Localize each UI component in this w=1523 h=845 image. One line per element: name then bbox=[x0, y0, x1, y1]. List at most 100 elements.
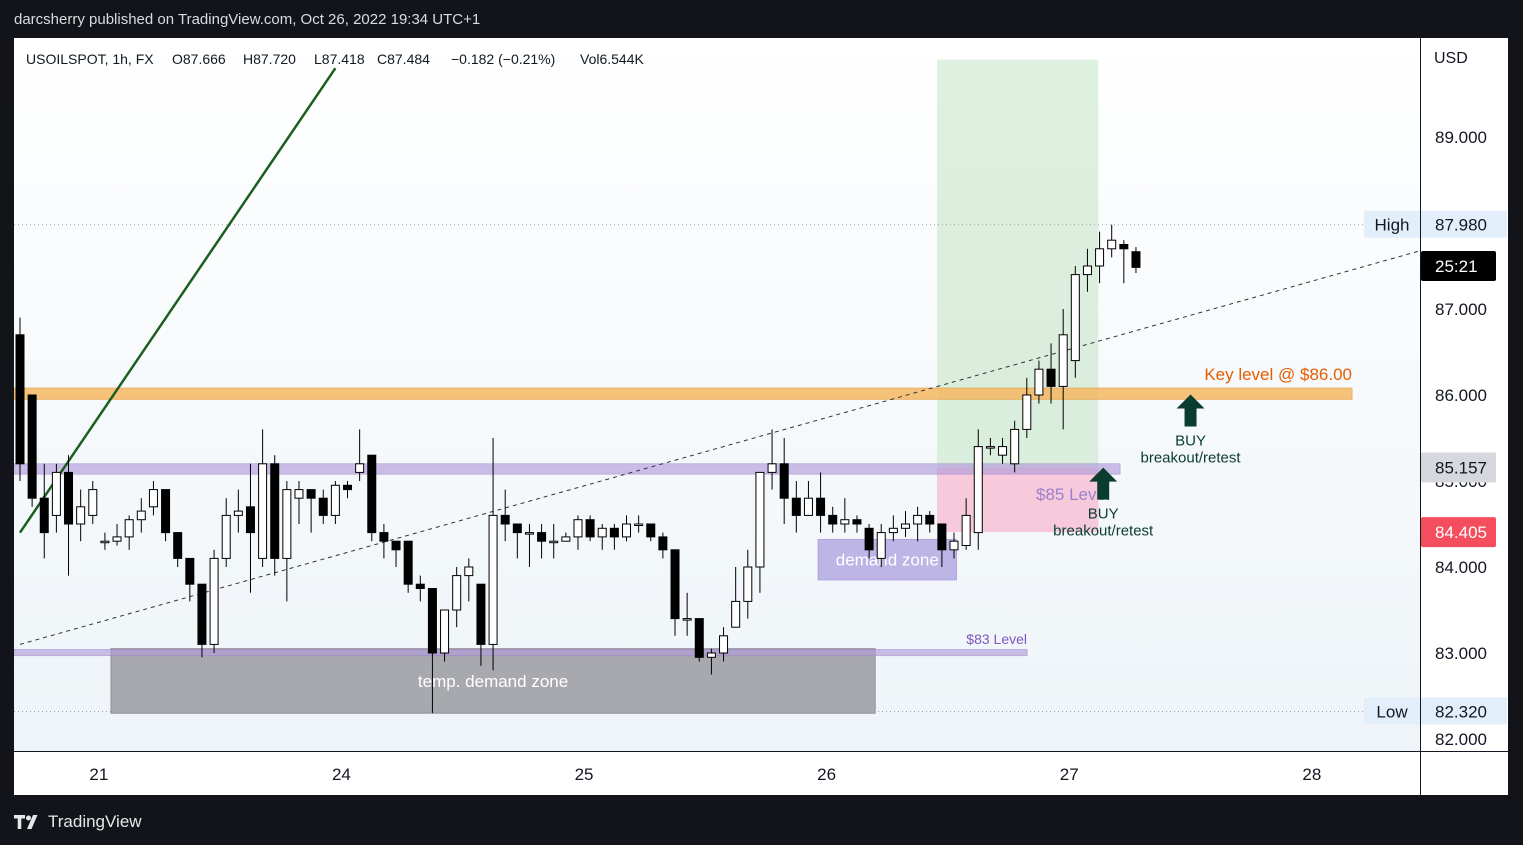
candle[interactable] bbox=[985, 446, 995, 449]
buy-arrow-icon[interactable] bbox=[1089, 467, 1118, 500]
candle[interactable] bbox=[658, 536, 668, 551]
candle[interactable] bbox=[828, 514, 838, 525]
chart-frame[interactable]: temp. demand zone demand zone Key level @ … bbox=[14, 38, 1508, 795]
candle[interactable] bbox=[330, 484, 340, 516]
candle[interactable] bbox=[197, 583, 207, 645]
candle[interactable] bbox=[367, 454, 377, 534]
candle[interactable] bbox=[294, 489, 304, 499]
candle[interactable] bbox=[694, 618, 704, 658]
candle[interactable] bbox=[634, 523, 644, 526]
candle[interactable] bbox=[743, 566, 753, 602]
candle[interactable] bbox=[1022, 394, 1032, 430]
candle[interactable] bbox=[561, 536, 571, 542]
candle[interactable] bbox=[719, 635, 729, 654]
candle[interactable] bbox=[136, 510, 146, 521]
candle[interactable] bbox=[549, 540, 559, 544]
candle[interactable] bbox=[282, 489, 292, 559]
candle[interactable] bbox=[1070, 274, 1080, 362]
candle[interactable] bbox=[112, 536, 122, 542]
candle[interactable] bbox=[1046, 368, 1056, 387]
candle[interactable] bbox=[949, 540, 959, 551]
candle[interactable] bbox=[343, 484, 353, 491]
candle[interactable] bbox=[488, 514, 498, 645]
candle[interactable] bbox=[15, 334, 25, 465]
candle[interactable] bbox=[876, 532, 886, 559]
candle[interactable] bbox=[816, 497, 826, 516]
candle[interactable] bbox=[888, 527, 898, 534]
candle[interactable] bbox=[306, 489, 316, 499]
candle[interactable] bbox=[573, 519, 583, 538]
candle[interactable] bbox=[124, 519, 134, 538]
candle[interactable] bbox=[245, 506, 255, 534]
price-tag-stop[interactable] bbox=[1421, 517, 1496, 548]
price-chart[interactable]: temp. demand zone demand zone Key level @ … bbox=[14, 38, 1508, 795]
candle[interactable] bbox=[646, 523, 656, 538]
level-83[interactable] bbox=[14, 649, 1028, 657]
candle[interactable] bbox=[1034, 368, 1044, 396]
candle[interactable] bbox=[500, 514, 510, 525]
candle[interactable] bbox=[961, 514, 971, 546]
candle[interactable] bbox=[767, 463, 777, 473]
candle[interactable] bbox=[900, 523, 910, 529]
level-85[interactable] bbox=[14, 463, 1121, 475]
candle[interactable] bbox=[937, 523, 947, 551]
candle[interactable] bbox=[258, 463, 268, 559]
candle[interactable] bbox=[585, 519, 595, 538]
candle[interactable] bbox=[233, 510, 243, 516]
candle[interactable] bbox=[161, 489, 171, 534]
candle[interactable] bbox=[148, 489, 158, 508]
candle[interactable] bbox=[415, 583, 425, 590]
candle[interactable] bbox=[64, 471, 74, 525]
candle[interactable] bbox=[403, 540, 413, 585]
candle[interactable] bbox=[925, 514, 935, 525]
candle[interactable] bbox=[379, 532, 389, 542]
demand-zone[interactable] bbox=[817, 538, 957, 581]
price-axis[interactable] bbox=[1421, 38, 1508, 751]
candle[interactable] bbox=[355, 463, 365, 473]
key-level-86[interactable] bbox=[14, 387, 1353, 400]
brand-name[interactable]: TradingView bbox=[48, 812, 142, 831]
candle[interactable] bbox=[452, 575, 462, 611]
candle[interactable] bbox=[464, 566, 474, 577]
candle[interactable] bbox=[1107, 239, 1117, 250]
candle[interactable] bbox=[39, 497, 49, 534]
candle[interactable] bbox=[706, 652, 716, 658]
candle[interactable] bbox=[731, 600, 741, 628]
candle[interactable] bbox=[998, 446, 1008, 456]
price-tag-current[interactable] bbox=[1421, 452, 1496, 483]
candle[interactable] bbox=[537, 532, 547, 542]
candle[interactable] bbox=[622, 523, 631, 538]
buy-arrow-icon[interactable] bbox=[1176, 394, 1205, 427]
dashed-trendline[interactable] bbox=[19, 249, 1427, 645]
candle[interactable] bbox=[791, 497, 801, 516]
candle[interactable] bbox=[864, 527, 874, 551]
candle[interactable] bbox=[1131, 251, 1141, 268]
candle[interactable] bbox=[597, 527, 607, 538]
candle[interactable] bbox=[27, 394, 37, 499]
candle[interactable] bbox=[1119, 244, 1129, 250]
tradingview-logo-icon[interactable] bbox=[14, 815, 42, 829]
candle[interactable] bbox=[76, 506, 86, 525]
candle[interactable] bbox=[779, 463, 789, 499]
candle[interactable] bbox=[1058, 334, 1068, 387]
candle[interactable] bbox=[852, 519, 862, 525]
candle[interactable] bbox=[682, 618, 692, 621]
candle[interactable] bbox=[391, 540, 401, 551]
candle[interactable] bbox=[840, 519, 850, 525]
candle[interactable] bbox=[1095, 248, 1105, 267]
price-tag-timer[interactable] bbox=[1421, 251, 1496, 281]
candle[interactable] bbox=[476, 583, 486, 645]
candle[interactable] bbox=[173, 532, 183, 559]
candle[interactable] bbox=[318, 497, 328, 516]
candle[interactable] bbox=[270, 463, 280, 559]
candle[interactable] bbox=[221, 514, 231, 559]
uptrend-line[interactable] bbox=[18, 67, 337, 534]
candle[interactable] bbox=[440, 609, 450, 654]
candle[interactable] bbox=[913, 514, 923, 525]
candle[interactable] bbox=[973, 446, 983, 534]
candle[interactable] bbox=[609, 527, 619, 538]
candle[interactable] bbox=[512, 523, 522, 534]
candle[interactable] bbox=[51, 471, 61, 516]
candle[interactable] bbox=[1082, 265, 1092, 276]
candle[interactable] bbox=[427, 588, 437, 654]
